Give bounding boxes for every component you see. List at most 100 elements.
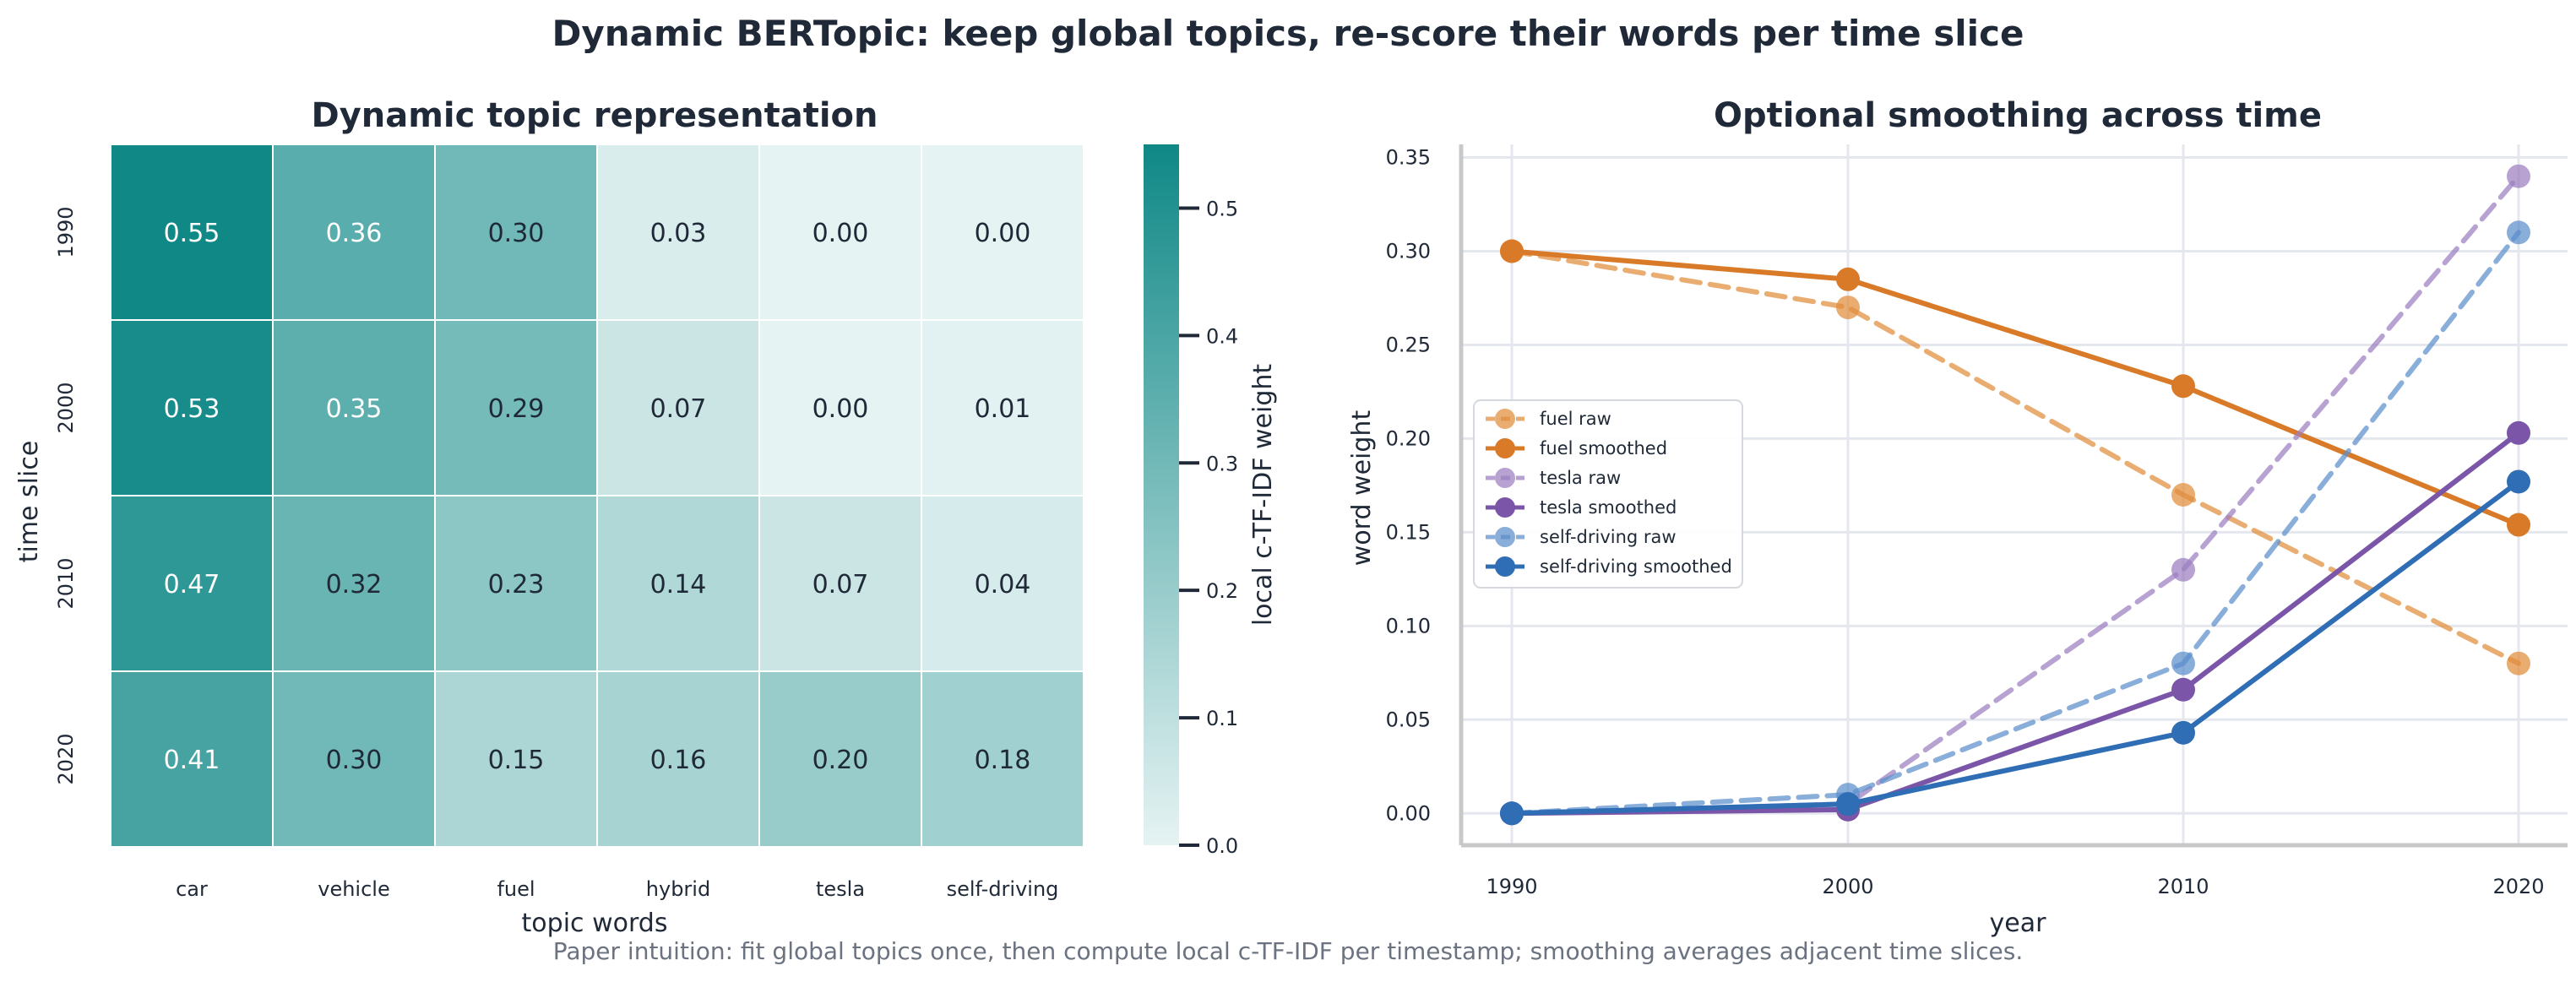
- line-title: Optional smoothing across time: [1714, 96, 2322, 135]
- line-x-tick-label: 1990: [1486, 875, 1537, 898]
- heatmap-x-tick-label: fuel: [497, 877, 535, 901]
- series-line: [1509, 248, 2521, 666]
- heatmap-cell-label: 0.00: [812, 394, 869, 424]
- series-point: [1500, 239, 1524, 263]
- series-point: [2171, 720, 2195, 745]
- series-point: [1836, 296, 1860, 320]
- heatmap-cell-label: 0.29: [488, 394, 545, 424]
- series-line: [1509, 173, 2521, 817]
- line-x-ticks: 1990 2000 2010 2020: [1486, 875, 2544, 898]
- series-point: [2507, 469, 2530, 494]
- colorbar-ticks: 0.0 0.1 0.2 0.3 0.4 0.5: [1179, 197, 1238, 858]
- heatmap-title: Dynamic topic representation: [311, 96, 878, 135]
- heatmap-cell: [272, 495, 436, 672]
- heatmap-cell-label: 0.15: [488, 746, 545, 775]
- heatmap-cell: [110, 670, 274, 848]
- legend-swatch-marker: [1495, 497, 1515, 518]
- heatmap-cell: [110, 144, 274, 321]
- heatmap-cell: [921, 495, 1084, 672]
- heatmap-cell-label: 0.16: [650, 746, 707, 775]
- heatmap-cell-label: 0.53: [164, 394, 220, 424]
- heatmap-cell-label: 0.55: [164, 219, 220, 248]
- heatmap-cell-label: 0.32: [326, 570, 383, 600]
- heatmap-y-tick-label: 2010: [54, 557, 78, 609]
- heatmap-cell: [921, 670, 1084, 848]
- heatmap-cell-label: 0.00: [975, 219, 1031, 248]
- colorbar-tick-label: 0.2: [1206, 579, 1238, 603]
- series-point: [2171, 677, 2195, 702]
- heatmap-cell-label: 0.36: [326, 219, 383, 248]
- line-y-ticks: 0.00 0.05 0.10 0.15 0.20 0.25 0.30 0.35: [1386, 146, 1431, 826]
- figure-suptitle: Dynamic BERTopic: keep global topics, re…: [552, 13, 2024, 54]
- series-point: [2507, 220, 2530, 245]
- heatmap-cell: [596, 495, 760, 672]
- series-fuel-smoothed: [1500, 239, 2530, 537]
- heatmap-x-tick-label: hybrid: [646, 877, 710, 901]
- heatmap-x-tick-label: self-driving: [947, 877, 1059, 901]
- line-xlabel: year: [1990, 909, 2047, 938]
- heatmap-cell: [272, 144, 436, 321]
- series-point: [2171, 374, 2195, 399]
- line-axes: [1459, 144, 2568, 848]
- series-point: [2507, 513, 2530, 537]
- line-y-tick-label: 0.15: [1386, 520, 1431, 544]
- colorbar-tick-label: 0.5: [1206, 197, 1238, 220]
- heatmap-cell-label: 0.07: [812, 570, 869, 600]
- heatmap-y-tick-label: 2020: [54, 733, 78, 784]
- line-ylabel: word weight: [1347, 410, 1377, 567]
- legend-box: [1473, 399, 1743, 589]
- line-y-tick-label: 0.20: [1386, 426, 1431, 450]
- heatmap-cell-label: 0.30: [326, 746, 383, 775]
- legend-swatch-marker: [1495, 468, 1515, 488]
- legend-label: fuel raw: [1540, 409, 1611, 429]
- heatmap-xlabel: topic words: [522, 909, 668, 938]
- series-line: [1509, 430, 2521, 817]
- heatmap-cell: [110, 495, 274, 672]
- line-y-tick-label: 0.25: [1386, 333, 1431, 356]
- heatmap-cell-label: 0.35: [326, 394, 383, 424]
- series-point: [1500, 801, 1524, 826]
- heatmap-cell-label: 0.00: [812, 219, 869, 248]
- legend-label: self-driving raw: [1540, 527, 1677, 547]
- colorbar: 0.0 0.1 0.2 0.3 0.4 0.5 local c-TF-IDF weight: [1144, 144, 1278, 858]
- colorbar-tick-label: 0.3: [1206, 452, 1238, 475]
- heatmap-cell: [596, 670, 760, 848]
- series-line: [1509, 248, 2521, 528]
- line-series: [1500, 164, 2530, 826]
- heatmap-cell: [434, 144, 598, 321]
- series-line: [1509, 230, 2521, 817]
- line-panel: Optional smoothing across time 0.000.050…: [1347, 96, 2568, 938]
- heatmap-x-tick-label: tesla: [816, 877, 865, 901]
- series-point: [2171, 651, 2195, 675]
- heatmap-cell: [272, 319, 436, 496]
- line-x-tick-label: 2010: [2157, 875, 2209, 898]
- heatmap-x-ticks: car vehicle fuel hybrid tesla self-driving: [176, 877, 1058, 901]
- line-y-tick-label: 0.35: [1386, 146, 1431, 170]
- figure-caption: Paper intuition: fit global topics once,…: [553, 937, 2024, 965]
- series-self-driving-smoothed: [1500, 469, 2530, 826]
- heatmap-ylabel: time slice: [14, 441, 44, 563]
- heatmap-cell: [272, 670, 436, 848]
- heatmap-cell-label: 0.18: [975, 746, 1031, 775]
- heatmap-cell: [921, 319, 1084, 496]
- heatmap-cell-label: 0.04: [975, 570, 1031, 600]
- legend-swatch-marker: [1495, 527, 1515, 547]
- legend-label: tesla smoothed: [1540, 497, 1677, 518]
- line-y-tick-label: 0.00: [1386, 801, 1431, 825]
- heatmap-cell-label: 0.14: [650, 570, 707, 600]
- legend-swatch-marker: [1495, 556, 1515, 577]
- heatmap-cell-label: 0.01: [975, 394, 1031, 424]
- line-legend: fuel raw fuel smoothed tesla raw tesla smoo…: [1473, 399, 1743, 589]
- heatmap-y-tick-label: 1990: [54, 206, 78, 258]
- heatmap-cell: [596, 319, 760, 496]
- line-y-tick-label: 0.30: [1386, 239, 1431, 263]
- series-point: [2171, 557, 2195, 582]
- series-point: [2507, 164, 2530, 188]
- heatmap-cell-label: 0.41: [164, 746, 220, 775]
- series-point: [2171, 483, 2195, 507]
- heatmap-y-tick-label: 2000: [54, 382, 78, 433]
- legend-label: fuel smoothed: [1540, 438, 1667, 458]
- heatmap-cell-label: 0.03: [650, 219, 707, 248]
- heatmap-cell-label: 0.20: [812, 746, 869, 775]
